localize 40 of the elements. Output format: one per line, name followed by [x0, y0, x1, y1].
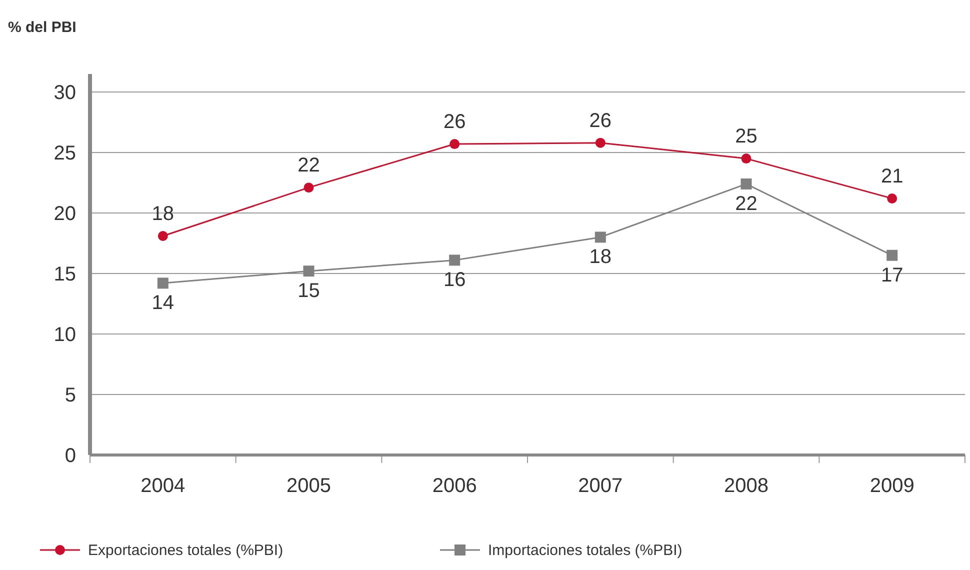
data-label: 18	[589, 246, 612, 268]
point	[594, 232, 606, 243]
data-label: 26	[443, 111, 466, 134]
y-tick-label: 30	[54, 82, 76, 104]
y-tick-label: 20	[54, 203, 76, 225]
x-tick-label: 2006	[432, 475, 477, 497]
data-label: 22	[298, 154, 320, 177]
data-label: 16	[443, 269, 466, 292]
point	[886, 250, 898, 261]
point	[304, 182, 314, 193]
x-tick-label: 2008	[724, 475, 768, 497]
data-label: 14	[152, 292, 174, 314]
point	[887, 193, 898, 204]
point	[741, 154, 752, 164]
y-tick-label: 15	[54, 264, 76, 286]
data-label: 21	[880, 165, 904, 188]
x-tick-label: 2005	[286, 475, 331, 497]
data-label: 25	[735, 126, 758, 148]
data-label: 15	[298, 280, 320, 302]
y-tick-label: 5	[64, 384, 76, 406]
point	[449, 254, 460, 266]
point	[595, 138, 606, 148]
y-axis-title: % del PBI	[8, 19, 76, 36]
point	[303, 266, 314, 277]
data-label: 17	[880, 264, 904, 286]
x-tick-label: 2007	[578, 475, 623, 497]
y-tick-label: 0	[64, 445, 76, 467]
legend-label: Exportaciones totales (%PBI)	[88, 542, 284, 559]
data-label: 18	[152, 202, 174, 225]
point	[740, 178, 752, 190]
point	[158, 230, 168, 241]
y-tick-label: 25	[54, 142, 76, 164]
point	[157, 278, 168, 289]
data-label: 26	[589, 110, 612, 132]
x-tick-label: 2009	[870, 475, 914, 497]
x-tick-label: 2004	[140, 475, 186, 497]
point	[450, 139, 460, 150]
data-label: 22	[735, 192, 758, 215]
legend-label: Importaciones totales (%PBI)	[488, 542, 682, 559]
y-tick-label: 10	[54, 324, 76, 346]
